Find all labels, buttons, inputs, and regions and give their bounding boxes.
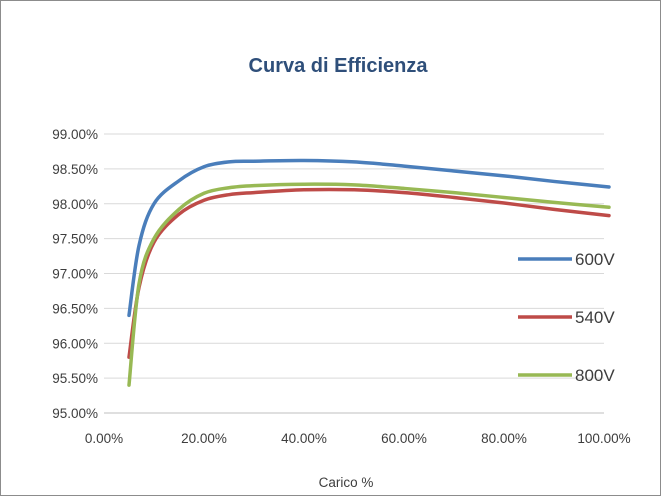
series-line-600V (127, 158, 611, 318)
y-tick-label: 96.50% (52, 301, 98, 316)
x-tick-label: 60.00% (381, 431, 427, 446)
y-tick-label: 98.00% (52, 197, 98, 212)
x-tick-label: 80.00% (481, 431, 527, 446)
y-tick-label: 95.50% (52, 371, 98, 386)
x-axis-ticks: 0.00% 20.00% 40.00% 60.00% 80.00% 100.00% (85, 431, 631, 446)
legend-label: 540V (575, 308, 615, 327)
x-axis-label: Carico % (319, 475, 374, 490)
x-tick-label: 100.00% (577, 431, 630, 446)
x-tick-label: 0.00% (85, 431, 123, 446)
x-tick-label: 40.00% (281, 431, 327, 446)
gridlines (104, 133, 604, 414)
y-tick-label: 97.00% (52, 267, 98, 282)
series-line-800V (127, 182, 611, 387)
series-lines (127, 158, 611, 387)
y-tick-label: 99.00% (52, 127, 98, 142)
y-tick-label: 98.50% (52, 162, 98, 177)
legend: 600V 540V 800V (518, 250, 615, 385)
y-axis-ticks: 95.00% 95.50% 96.00% 96.50% 97.00% 97.50% 98.0… (52, 127, 98, 421)
chart-title: Curva di Efficienza (249, 55, 429, 77)
x-tick-label: 20.00% (181, 431, 227, 446)
y-tick-label: 97.50% (52, 232, 98, 247)
legend-label: 800V (575, 366, 615, 385)
legend-label: 600V (575, 250, 615, 269)
y-tick-label: 95.00% (52, 406, 98, 421)
y-tick-label: 96.00% (52, 336, 98, 351)
